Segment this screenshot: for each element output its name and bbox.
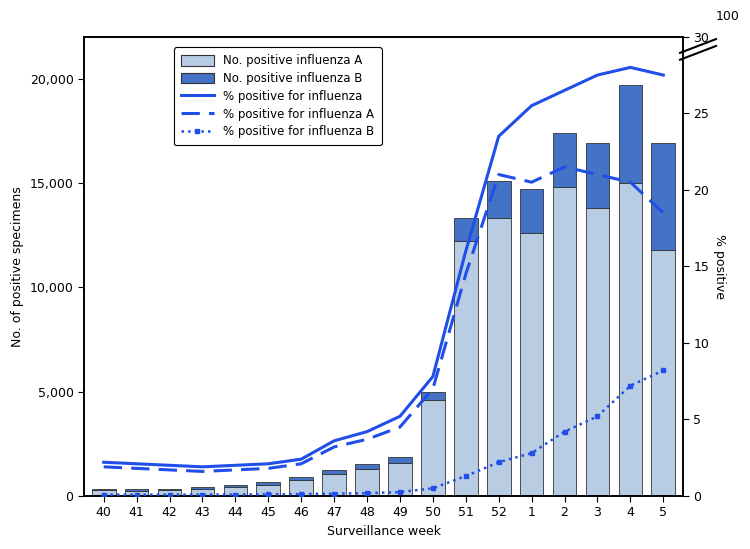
Bar	[356, 469, 379, 496]
Bar	[256, 485, 280, 496]
Bar	[388, 462, 412, 496]
Bar	[553, 133, 577, 187]
Bar	[224, 485, 248, 487]
Bar	[158, 490, 182, 496]
Bar	[290, 480, 313, 496]
Bar	[158, 489, 182, 490]
Bar	[520, 189, 544, 233]
Bar	[553, 187, 577, 496]
Bar	[256, 483, 280, 485]
Bar	[92, 489, 116, 490]
Bar	[388, 457, 412, 462]
Bar	[290, 477, 313, 480]
Bar	[487, 181, 511, 219]
Bar	[190, 490, 214, 496]
Y-axis label: % positive: % positive	[713, 234, 726, 299]
Bar	[652, 250, 675, 496]
Bar	[586, 143, 609, 208]
X-axis label: Surveillance week: Surveillance week	[326, 525, 440, 538]
Bar	[619, 183, 642, 496]
Bar	[124, 491, 148, 496]
Bar	[322, 474, 346, 496]
Bar	[124, 490, 148, 491]
Bar	[619, 85, 642, 183]
Bar	[421, 400, 445, 496]
Bar	[356, 464, 379, 469]
Bar	[586, 208, 609, 496]
Bar	[652, 143, 675, 250]
Bar	[322, 470, 346, 474]
Bar	[190, 488, 214, 490]
Bar	[520, 233, 544, 496]
Bar	[454, 242, 478, 496]
Bar	[421, 392, 445, 400]
Bar	[454, 219, 478, 242]
Bar	[487, 219, 511, 496]
Bar	[92, 490, 116, 496]
Y-axis label: No. of positive specimens: No. of positive specimens	[11, 186, 24, 347]
Bar	[224, 487, 248, 496]
Text: 100: 100	[716, 10, 740, 23]
Legend: No. positive influenza A, No. positive influenza B, % positive for influenza, % : No. positive influenza A, No. positive i…	[174, 47, 382, 145]
